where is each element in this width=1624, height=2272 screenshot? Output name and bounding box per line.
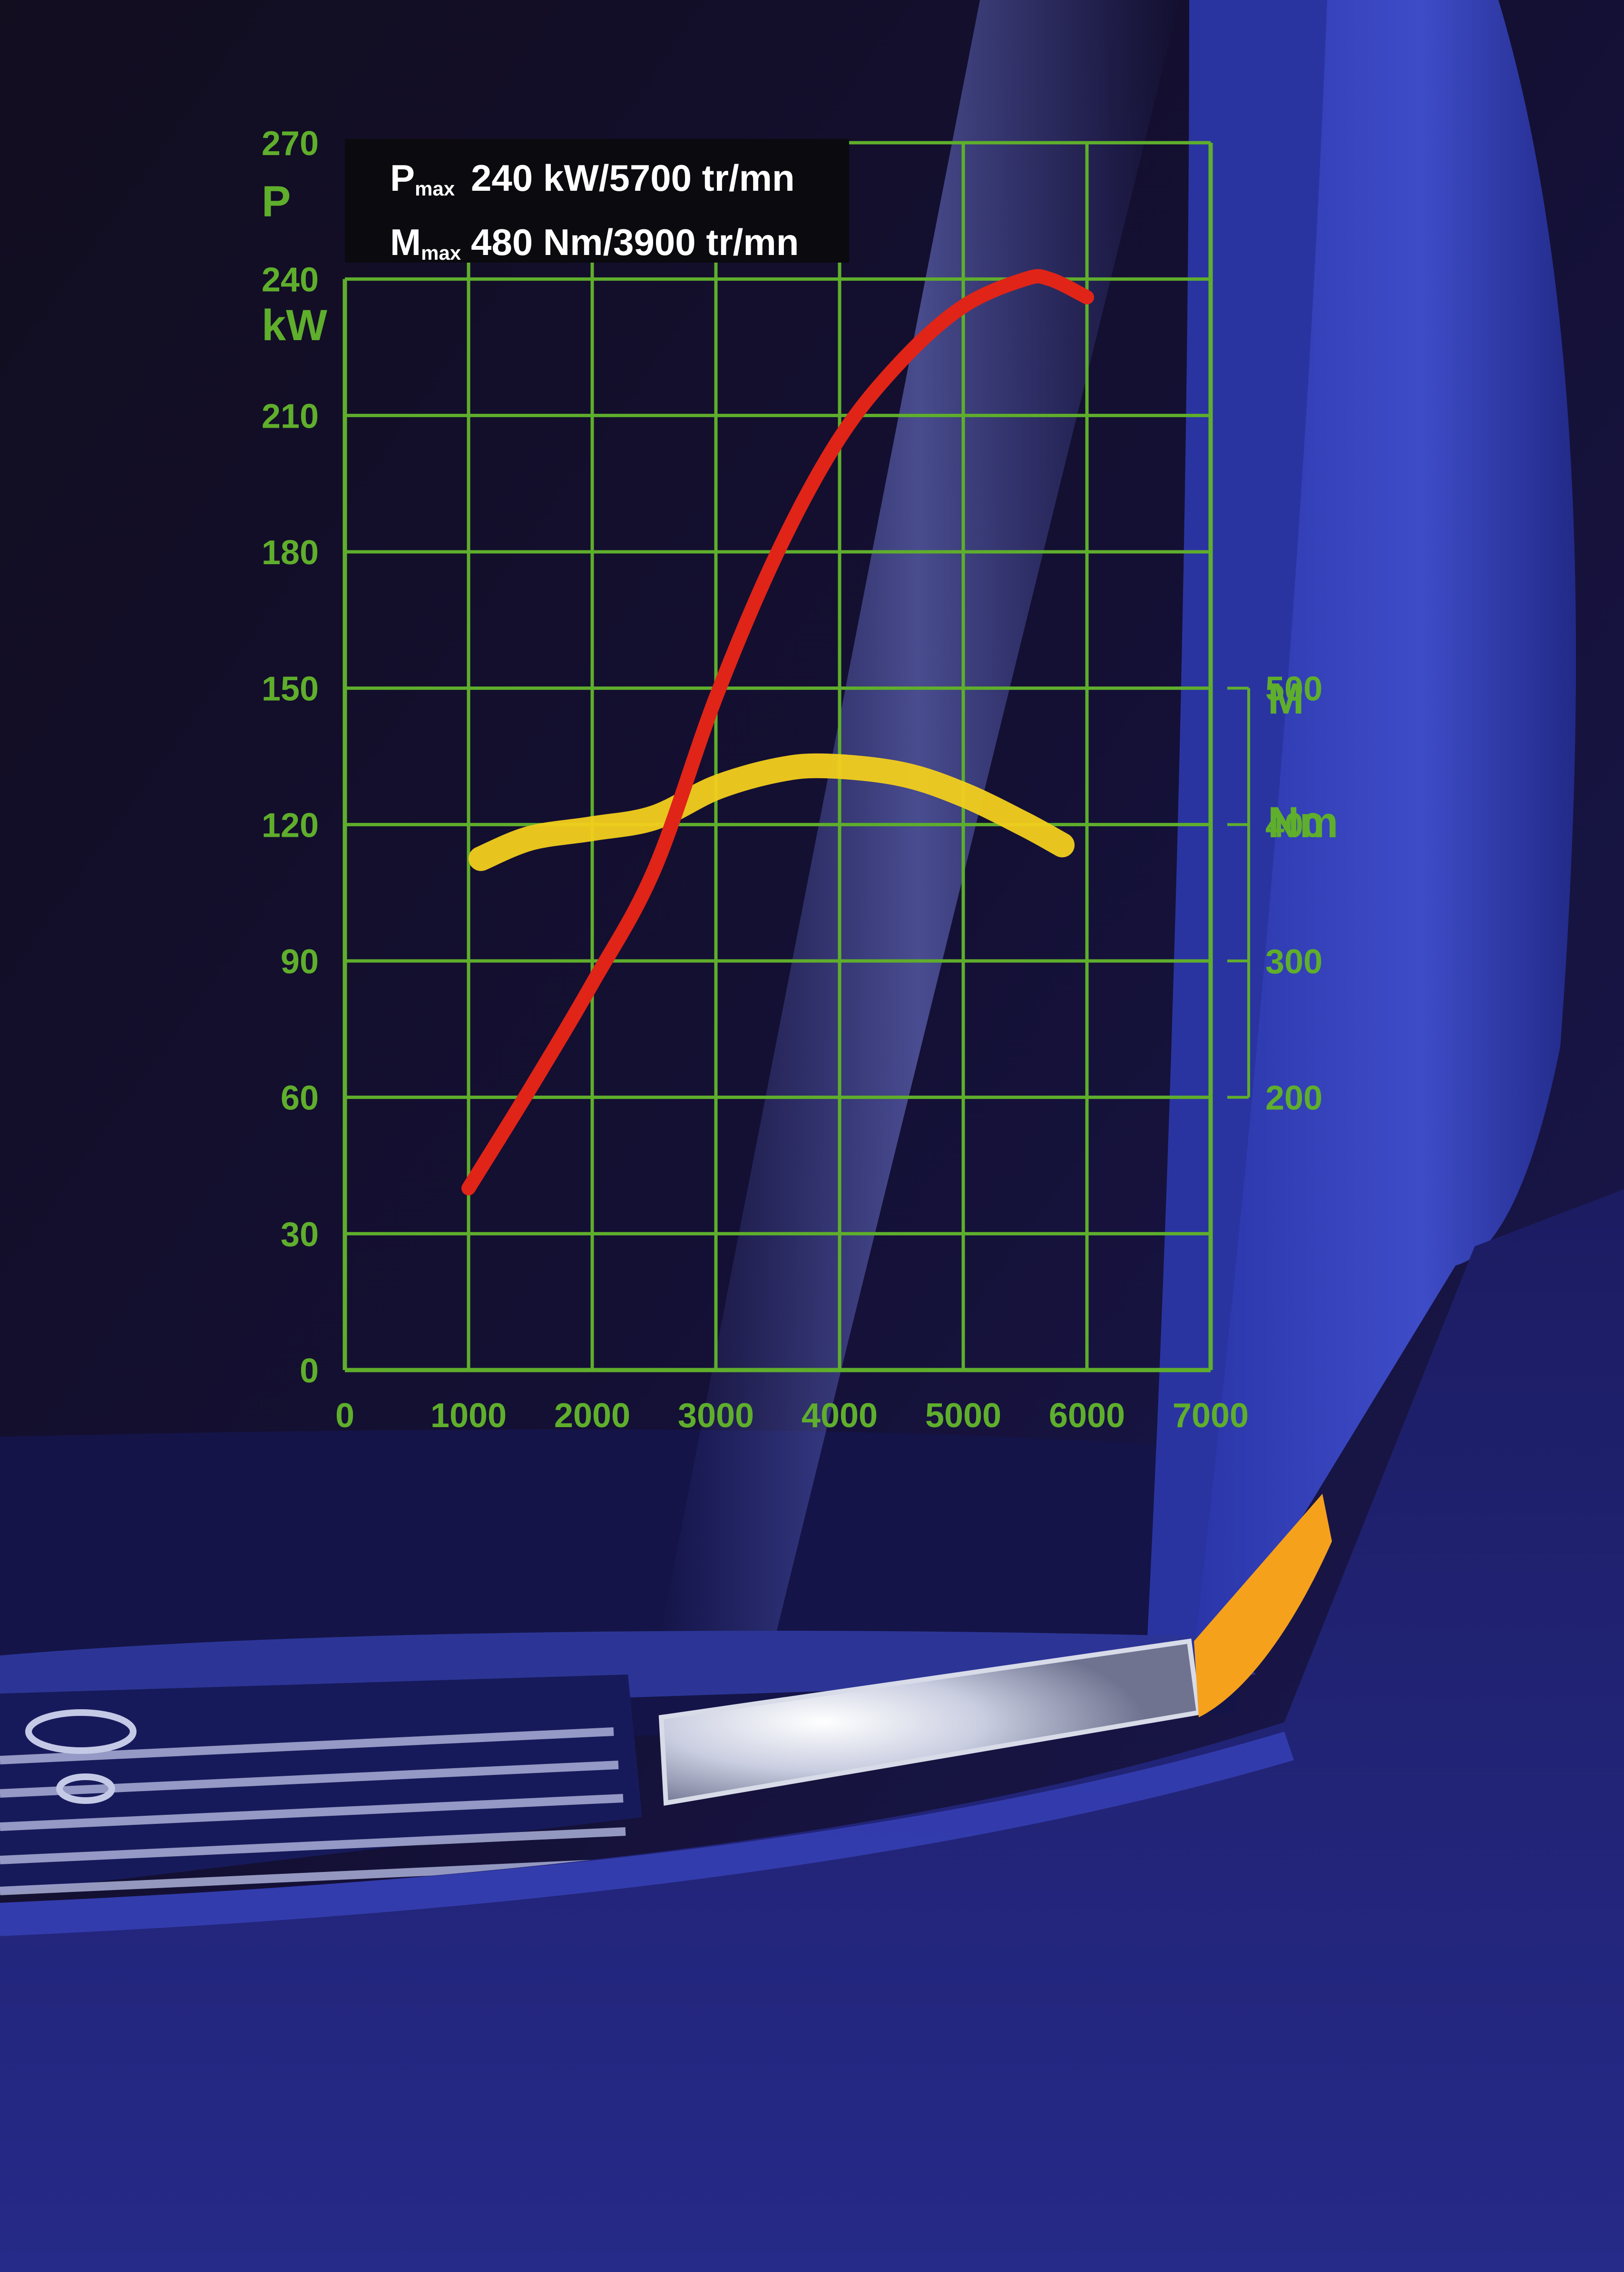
left-axis-tick-label: 150: [262, 670, 319, 708]
left-axis-tick-label: 270: [262, 125, 319, 163]
right-axis-tick-label: 200: [1265, 1079, 1322, 1117]
spec-pmax-row: Pmax 240 kW/5700 tr/mn: [390, 151, 849, 215]
chart-curves: [461, 269, 1094, 1195]
left-axis-tick-label: 120: [262, 806, 319, 844]
spec-mmax-label: Mmax: [390, 215, 471, 280]
x-axis-tick-label: 1000: [430, 1397, 507, 1435]
left-axis-tick-label: 210: [262, 397, 319, 435]
left-axis-title: P: [262, 177, 291, 226]
x-axis-tick-label: 2000: [554, 1397, 630, 1435]
star-emblem: [25, 1709, 137, 1804]
spec-mmax-row: Mmax 480 Nm/3900 tr/mn: [390, 215, 849, 280]
left-axis-tick-label: 240: [262, 261, 319, 299]
right-axis-tick-label: 400: [1265, 806, 1322, 844]
x-axis-ticks: 0 1000 2000 3000 4000 5000 6000 7000: [335, 1397, 1249, 1435]
spec-mmax-subscript: max: [421, 242, 461, 264]
spec-pmax-symbol: P: [390, 157, 415, 199]
spec-mmax-symbol: M: [390, 221, 421, 263]
torque-curve: [469, 753, 1075, 871]
x-axis-tick-label: 0: [335, 1397, 354, 1435]
x-axis-tick-label: 4000: [802, 1397, 878, 1435]
left-axis-unit: kW: [262, 301, 327, 350]
spec-pmax-value: 240 kW/5700 tr/mn: [471, 157, 795, 199]
left-axis-tick-label: 180: [262, 534, 319, 572]
right-axis-title: M: [1268, 675, 1304, 723]
right-axis-ticks: 200 300 400 500: [1265, 670, 1322, 1117]
spec-pmax-label: Pmax: [390, 151, 471, 215]
x-axis-tick-label: 6000: [1049, 1397, 1125, 1435]
left-axis-tick-label: 30: [281, 1215, 319, 1254]
left-axis-ticks: 0 30 60 90 120 150 180 210 240 270: [262, 125, 319, 1390]
x-axis-tick-label: 3000: [678, 1397, 754, 1435]
x-axis-tick-label: 5000: [925, 1397, 1001, 1435]
turn-signal: [1194, 1494, 1332, 1717]
power-curve: [461, 269, 1094, 1195]
left-axis-tick-label: 60: [281, 1079, 319, 1117]
spec-pmax-subscript: max: [415, 177, 455, 200]
left-axis-tick-label: 0: [300, 1352, 319, 1390]
left-axis-tick-label: 90: [281, 943, 319, 981]
spec-mmax-value: 480 Nm/3900 tr/mn: [471, 221, 799, 263]
right-axis-tick-label: 300: [1265, 943, 1322, 981]
right-axis-unit: Nm: [1268, 798, 1338, 847]
right-axis-tick-label: 500: [1265, 670, 1322, 708]
grille: [0, 1727, 628, 1895]
x-axis-tick-label: 7000: [1173, 1397, 1249, 1435]
spec-box: Pmax 240 kW/5700 tr/mn Mmax 480 Nm/3900 tr…: [345, 139, 849, 264]
